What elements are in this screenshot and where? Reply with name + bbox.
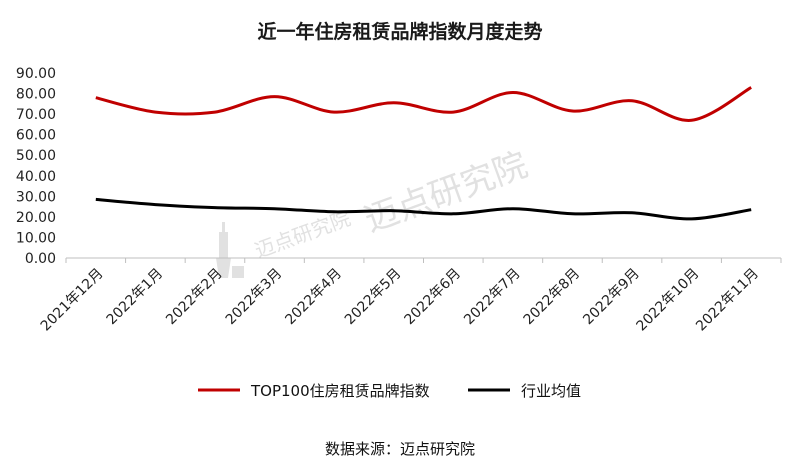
series-line-1 [95, 86, 752, 122]
x-tick-label: 2022年2月 [163, 266, 226, 329]
x-tick-label: 2022年10月 [634, 266, 703, 335]
x-tick-label: 2022年11月 [693, 266, 762, 335]
legend-label-series-1: TOP100住房租赁品牌指数 [250, 382, 430, 400]
source-note: 数据来源：迈点研究院 [325, 440, 475, 458]
x-tick-label: 2021年12月 [38, 266, 107, 335]
y-tick-label: 80.00 [16, 87, 56, 103]
x-tick-label: 2022年5月 [342, 266, 405, 329]
y-tick-label: 70.00 [16, 107, 56, 123]
x-axis: 2021年12月2022年1月2022年2月2022年3月2022年4月2022… [38, 257, 782, 335]
series-line-2 [95, 197, 752, 221]
y-tick-label: 10.00 [16, 230, 56, 246]
y-tick-label: 40.00 [16, 169, 56, 185]
watermark-text-small: 迈点研究院 [252, 206, 354, 263]
y-tick-label: 20.00 [16, 210, 56, 226]
x-tick-label: 2022年9月 [580, 266, 643, 329]
legend: TOP100住房租赁品牌指数 行业均值 [198, 382, 581, 400]
y-tick-label: 30.00 [16, 189, 56, 205]
chart-title: 近一年住房租赁品牌指数月度走势 [257, 20, 542, 43]
y-tick-label: 50.00 [16, 148, 56, 164]
watermark-logo-icon [216, 222, 244, 278]
y-tick-label: 0.00 [25, 251, 56, 267]
watermark-text-large: 迈点研究院 [359, 145, 532, 241]
x-tick-label: 2022年1月 [104, 266, 167, 329]
x-tick-label: 2022年8月 [521, 266, 584, 329]
plot-lines [95, 86, 752, 221]
y-tick-label: 90.00 [16, 66, 56, 82]
x-tick-label: 2022年7月 [461, 266, 524, 329]
y-axis: 0.00 10.00 20.00 30.00 40.00 50.00 60.00 70.00 8… [16, 66, 56, 267]
y-tick-label: 60.00 [16, 128, 56, 144]
x-tick-label: 2022年6月 [402, 266, 465, 329]
legend-label-series-2: 行业均值 [521, 382, 581, 400]
x-tick-label: 2022年4月 [282, 266, 345, 329]
